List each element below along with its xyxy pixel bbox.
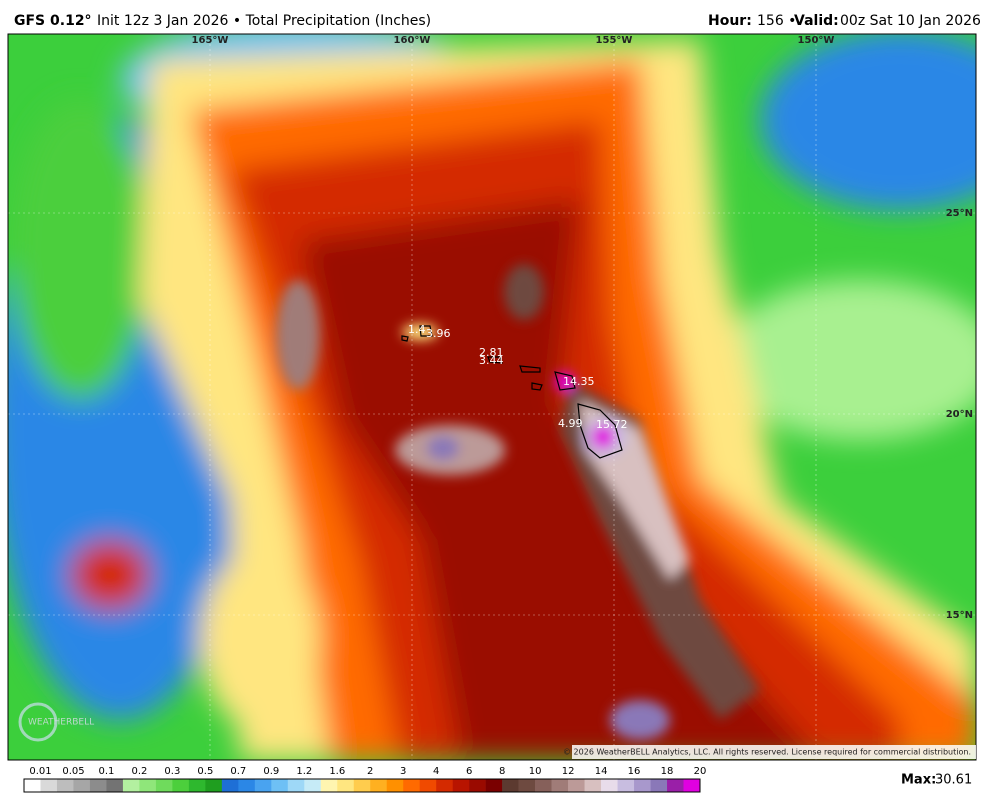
map-frame bbox=[7, 33, 977, 761]
colorbar-tick: 1.6 bbox=[329, 766, 345, 777]
colorbar-swatch bbox=[56, 779, 74, 792]
colorbar-tick: 2 bbox=[367, 766, 373, 777]
colorbar-swatch bbox=[469, 779, 486, 792]
lat-label: 20°N bbox=[946, 409, 973, 420]
colorbar-tick: 1.2 bbox=[296, 766, 312, 777]
colorbar-swatch bbox=[650, 779, 668, 792]
colorbar-swatch bbox=[24, 779, 41, 792]
colorbar-tick: 10 bbox=[529, 766, 542, 777]
colorbar-swatch bbox=[139, 779, 157, 792]
logo: WEATHERBELL bbox=[28, 718, 94, 728]
colorbar-swatch bbox=[353, 779, 371, 792]
colorbar-swatch bbox=[617, 779, 635, 792]
model: GFS 0.12° bbox=[14, 13, 92, 29]
colorbar-swatch bbox=[106, 779, 124, 792]
colorbar-swatch bbox=[584, 779, 602, 792]
colorbar-tick: 6 bbox=[466, 766, 472, 777]
colorbar-tick: 0.01 bbox=[29, 766, 51, 777]
colorbar-tick: 20 bbox=[694, 766, 707, 777]
colorbar-swatch bbox=[601, 779, 618, 792]
colorbar-swatch bbox=[287, 779, 305, 792]
valid-value: 00z Sat 10 Jan 2026 bbox=[840, 13, 981, 29]
colorbar-tick: 4 bbox=[433, 766, 439, 777]
copyright-bg bbox=[572, 745, 976, 759]
point-labels: 3.961.4 2.813.44 14.35 4.99 15.72 bbox=[408, 323, 628, 431]
colorbar-swatch bbox=[304, 779, 322, 792]
graticule bbox=[8, 34, 976, 760]
lon-label: 165°W bbox=[192, 35, 229, 46]
colorbar-tick: 0.1 bbox=[98, 766, 114, 777]
colorbar-swatch bbox=[155, 779, 173, 792]
colorbar-swatch bbox=[221, 779, 239, 792]
colorbar-tick: 0.5 bbox=[197, 766, 213, 777]
colorbar-tick: 8 bbox=[499, 766, 505, 777]
max-label: Max: bbox=[901, 773, 936, 788]
hour-label: Hour: bbox=[708, 13, 752, 29]
colorbar-swatch bbox=[403, 779, 421, 792]
colorbar-swatch bbox=[370, 779, 388, 792]
colorbar-swatch bbox=[73, 779, 91, 792]
colorbar-swatch bbox=[452, 779, 470, 792]
colorbar-tick: 16 bbox=[628, 766, 641, 777]
point-value: 3.96 bbox=[426, 327, 451, 340]
colorbar-swatch bbox=[568, 779, 585, 792]
colorbar-swatch bbox=[683, 779, 701, 792]
lon-label: 150°W bbox=[798, 35, 835, 46]
precip-field bbox=[8, 34, 976, 760]
colorbar-tick: 0.3 bbox=[164, 766, 180, 777]
colorbar-swatch bbox=[419, 779, 437, 792]
colorbar-swatch bbox=[518, 779, 536, 792]
colorbar-swatch bbox=[485, 779, 503, 792]
point-value: 2.81 bbox=[479, 346, 504, 359]
colorbar-swatch bbox=[40, 779, 58, 792]
colorbar-swatch bbox=[172, 779, 190, 792]
colorbar-swatch bbox=[436, 779, 453, 792]
colorbar-tick: 0.9 bbox=[263, 766, 279, 777]
colorbar-swatch bbox=[337, 779, 355, 792]
colorbar-swatch bbox=[551, 779, 569, 792]
colorbar-swatch bbox=[122, 779, 140, 792]
colorbar-swatch bbox=[89, 779, 107, 792]
colorbar-tick: 0.2 bbox=[131, 766, 147, 777]
colorbar-tick: 0.7 bbox=[230, 766, 246, 777]
lon-label: 160°W bbox=[394, 35, 431, 46]
point-value: 4.99 bbox=[558, 417, 583, 430]
logo-mark bbox=[18, 702, 58, 742]
colorbar-tick: 0.05 bbox=[62, 766, 84, 777]
colorbar-swatch bbox=[535, 779, 552, 792]
colorbar-swatch bbox=[205, 779, 223, 792]
colorbar-swatch bbox=[271, 779, 289, 792]
colorbar-tick: 12 bbox=[562, 766, 575, 777]
valid-label: Valid: bbox=[794, 13, 839, 29]
colorbar-swatch bbox=[667, 779, 684, 792]
colorbar-tick: 3 bbox=[400, 766, 406, 777]
colorbar-swatch bbox=[634, 779, 651, 792]
point-value: 3.44 bbox=[479, 354, 504, 367]
hour-value: 156 • bbox=[757, 13, 796, 29]
lon-label: 155°W bbox=[596, 35, 633, 46]
colorbar-swatch bbox=[238, 779, 256, 792]
point-value: 1.4 bbox=[408, 323, 426, 336]
lat-label: 25°N bbox=[946, 208, 973, 219]
max-value: 30.61 bbox=[935, 773, 972, 788]
point-value: 15.72 bbox=[596, 418, 628, 431]
point-value: 14.35 bbox=[563, 375, 595, 388]
colorbar-tick: 18 bbox=[661, 766, 674, 777]
colorbar-frame bbox=[23, 778, 701, 793]
lat-label: 15°N bbox=[946, 610, 973, 621]
subtitle: Init 12z 3 Jan 2026 • Total Precipitatio… bbox=[97, 13, 431, 29]
copyright: © 2026 WeatherBELL Analytics, LLC. All r… bbox=[563, 748, 971, 757]
colorbar-tick: 14 bbox=[595, 766, 608, 777]
colorbar-swatch bbox=[502, 779, 519, 792]
colorbar-swatch bbox=[386, 779, 404, 792]
colorbar-swatch bbox=[320, 779, 338, 792]
islands bbox=[401, 325, 623, 459]
colorbar-swatch bbox=[254, 779, 272, 792]
colorbar-swatch bbox=[188, 779, 206, 792]
colorbar: 0.01 0.05 0.1 0.2 0.3 0.5 0.7 0.9 1.2 1.6 2 3 4 6 8 10 1… bbox=[23, 766, 707, 793]
